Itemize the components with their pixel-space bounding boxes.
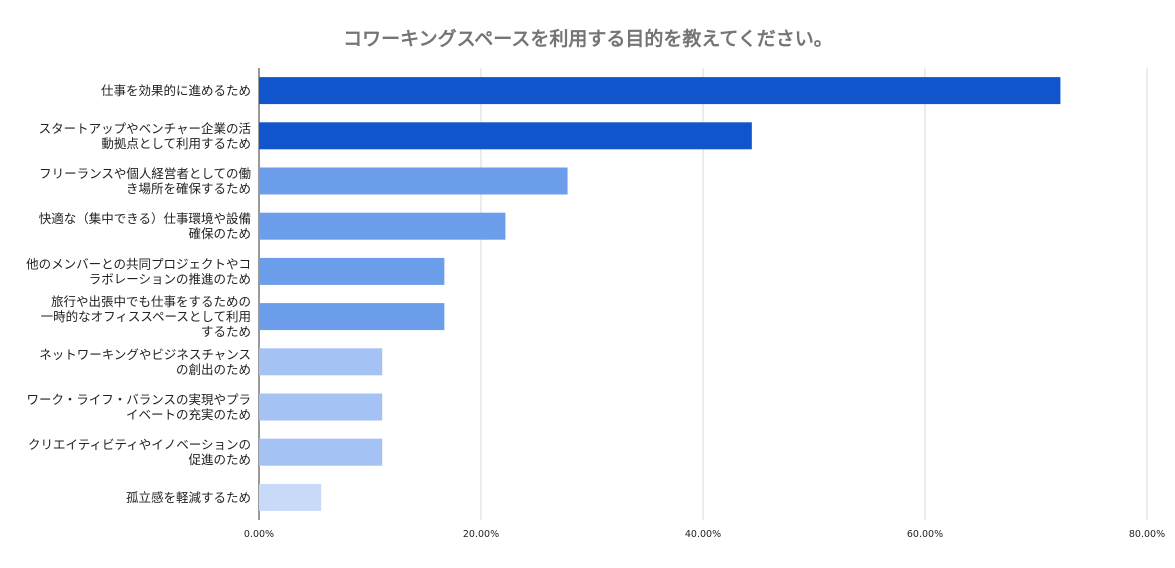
category-label: クリエイティビティやイノベーションの促進のため [28, 437, 251, 467]
bar [259, 257, 445, 285]
category-label-line: フリーランスや個人経営者としての働 [39, 166, 251, 181]
category-label-line: の創出のため [176, 362, 251, 377]
category-label-line: 快適な（集中できる）仕事環境や設備 [39, 211, 251, 226]
bar [259, 393, 383, 421]
category-label-line: 仕事を効果的に進めるため [101, 83, 251, 98]
category-label-line: 旅行や出張中でも仕事をするための [51, 294, 251, 309]
bar [259, 348, 383, 376]
category-label-line: 他のメンバーとの共同プロジェクトやコ [26, 256, 251, 271]
category-label-line: き場所を確保するため [126, 181, 251, 196]
category-label-line: ワーク・ライフ・バランスの実現やプラ [26, 392, 251, 407]
category-label: 孤立感を軽減するため [126, 490, 251, 505]
x-tick-label: 80.00% [1129, 529, 1165, 540]
category-label-line: 孤立感を軽減するため [126, 490, 251, 505]
category-label: スタートアップやベンチャー企業の活動拠点として利用するため [39, 121, 251, 151]
category-label: 快適な（集中できる）仕事環境や設備確保のため [39, 211, 251, 241]
x-tick-label: 60.00% [907, 529, 943, 540]
category-label: フリーランスや個人経営者としての働き場所を確保するため [39, 166, 251, 196]
category-label-line: 動拠点として利用するため [101, 136, 251, 151]
category-label-line: クリエイティビティやイノベーションの [28, 437, 251, 452]
category-label-layer: 仕事を効果的に進めるためスタートアップやベンチャー企業の活動拠点として利用するた… [26, 83, 251, 505]
category-label-line: スタートアップやベンチャー企業の活 [39, 121, 251, 136]
tick-label-layer: 0.00% 20.00% 40.00% 60.00% 80.00% [244, 529, 1165, 540]
category-label: 仕事を効果的に進めるため [101, 83, 251, 98]
category-label-line: ラボレーションの推進のため [89, 271, 251, 286]
category-label-line: イベートの充実のため [126, 407, 251, 422]
category-label-line: 一時的なオフィススペースとして利用 [41, 309, 251, 324]
bar [259, 212, 506, 240]
bar [259, 77, 1061, 105]
x-tick-label: 0.00% [244, 529, 274, 540]
bar-layer [259, 77, 1061, 511]
category-label-line: ネットワーキングやビジネスチャンス [39, 347, 251, 362]
x-tick-label: 20.00% [463, 529, 499, 540]
category-label-line: するため [201, 324, 251, 339]
x-tick-label: 40.00% [685, 529, 721, 540]
category-label: ネットワーキングやビジネスチャンスの創出のため [39, 347, 251, 377]
chart-title: コワーキングスペースを利用する目的を教えてください。 [343, 27, 833, 50]
category-label-line: 確保のため [188, 226, 251, 241]
category-label: 他のメンバーとの共同プロジェクトやコラボレーションの推進のため [26, 256, 251, 286]
bar [259, 303, 445, 331]
bar [259, 483, 322, 511]
bar [259, 167, 568, 195]
bar [259, 438, 383, 466]
bar [259, 122, 752, 150]
category-label: 旅行や出張中でも仕事をするための一時的なオフィススペースとして利用するため [41, 294, 251, 339]
category-label: ワーク・ライフ・バランスの実現やプライベートの充実のため [26, 392, 251, 422]
category-label-line: 促進のため [188, 452, 251, 467]
